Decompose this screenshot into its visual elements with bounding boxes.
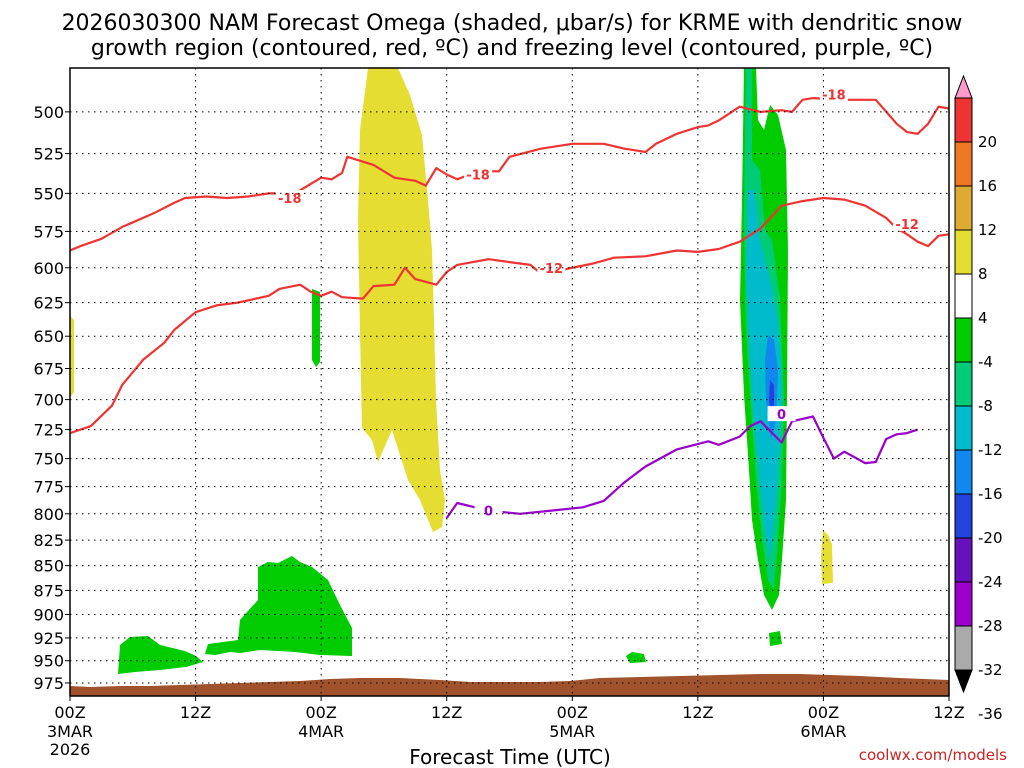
colorbar-label: -36 [978,705,1003,723]
colorbar-box [954,625,973,671]
x-tick-year: 2026 [50,740,91,759]
temperature-contours: -18 -18 -18 -12 -12 0 0 [70,86,949,520]
colorbar-label: -28 [978,617,1003,635]
colorbar-label: 20 [978,133,997,151]
x-axis-label: Forecast Time (UTC) [409,745,611,768]
x-tick-date: 3MAR [47,722,93,741]
plot-frame [69,67,950,697]
x-tick-date: 6MAR [800,722,846,741]
contour-label: -12 [895,218,919,233]
contour-label: 0 [484,505,493,520]
y-axis-ticks: 500 525 550 575 600 625 650 675 700 725 750 775 800 8… [33,103,70,693]
contour-label: 0 [777,408,786,423]
gridlines [70,68,949,696]
shade-green-lowlevel-left [118,636,203,674]
contour-label-bg [464,166,493,182]
contour-label-bg [275,190,304,206]
colorbar-box [954,449,973,495]
colorbar-box [954,97,973,143]
colorbar-label: -4 [978,353,993,371]
x-tick-label: 00Z [808,703,839,722]
x-tick-label: 12Z [682,703,713,722]
x-tick-label: 00Z [305,703,336,722]
y-tick-label: 625 [33,294,64,313]
colorbar-label: -16 [978,485,1003,503]
y-tick-label: 725 [33,421,64,440]
y-tick-label: 700 [33,391,64,410]
y-tick-label: 500 [33,103,64,122]
y-tick-label: 825 [33,531,64,550]
shade-green-small-2 [769,631,782,646]
y-tick-label: 875 [33,581,64,600]
plot-background [70,68,949,696]
y-tick-label: 650 [33,327,64,346]
colorbar-label: -12 [978,441,1003,459]
x-tick-label: 00Z [54,703,85,722]
colorbar-box [954,273,973,319]
colorbar-label: -20 [978,529,1003,547]
credit-text: coolwx.com/models [859,746,1007,764]
contour-line [445,415,918,519]
colorbar-bottom-arrow [954,669,973,694]
y-tick-label: 775 [33,478,64,497]
colorbar: 20 16 12 8 4 -4 -8 -12 -16 -20 -24 -28 -32 -36 [954,74,1003,723]
colorbar-label: -24 [978,573,1003,591]
y-tick-label: 975 [33,674,64,693]
colorbar-box [954,141,973,187]
y-tick-label: 675 [33,359,64,378]
contour-label-bg [767,406,796,422]
y-tick-label: 850 [33,557,64,576]
contour-label-bg [819,86,848,102]
y-tick-label: 550 [33,184,64,203]
chart-title-line-2: growth region (contoured, red, ºC) and f… [91,36,933,61]
y-tick-label: 900 [33,605,64,624]
x-tick-label: 12Z [933,703,964,722]
terrain [70,674,949,696]
x-tick-date: 4MAR [298,722,344,741]
y-tick-label: 525 [33,145,64,164]
chart-title-line-1: 2026030300 NAM Forecast Omega (shaded, μ… [62,11,963,36]
contour-label-bg [893,215,922,231]
y-tick-label: 575 [33,222,64,241]
colorbar-box [954,493,973,539]
x-tick-label: 00Z [557,703,588,722]
shade-green-lowlevel [205,556,352,656]
y-tick-label: 800 [33,505,64,524]
colorbar-box [954,405,973,451]
contour-label: -18 [466,169,490,184]
contour-line [70,97,949,252]
x-tick-label: 12Z [180,703,211,722]
colorbar-box [954,185,973,231]
colorbar-label: -8 [978,397,993,415]
y-tick-label: 925 [33,629,64,648]
contour-label: -18 [822,89,846,104]
colorbar-box [954,317,973,363]
shade-yellow-small-right [821,530,833,584]
contour-label-bg [474,502,503,518]
colorbar-label: -32 [978,661,1003,679]
colorbar-label: 4 [978,309,988,327]
shade-cyan-column [746,190,782,560]
colorbar-box [954,581,973,627]
colorbar-box [954,537,973,583]
shade-green-midlevel [312,289,320,367]
colorbar-label: 16 [978,177,997,195]
colorbar-label: 12 [978,221,997,239]
colorbar-box [954,361,973,407]
x-tick-label: 12Z [431,703,462,722]
colorbar-top-arrow [954,74,973,99]
colorbar-box [954,229,973,275]
contour-label: -12 [540,262,564,277]
colorbar-label: 8 [978,265,988,283]
contour-label: -18 [278,192,302,207]
y-tick-label: 600 [33,259,64,278]
x-tick-date: 5MAR [549,722,595,741]
y-tick-label: 750 [33,450,64,469]
y-tick-label: 950 [33,652,64,671]
